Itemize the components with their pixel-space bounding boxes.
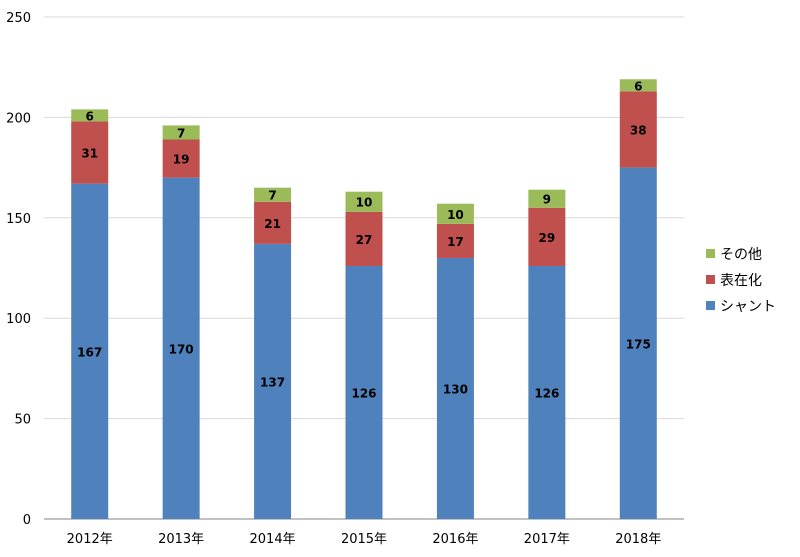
data-label-1-6: 126 [534,386,559,400]
data-label-3-1: 6 [86,109,94,123]
x-tick-label-6: 2017年 [524,532,570,547]
bar-1-5 [436,257,474,519]
bar-3-4 [345,191,383,212]
x-tick-label-2: 2013年 [158,532,204,547]
data-label-1-7: 175 [626,337,651,351]
legend-label-1: その他 [720,247,762,263]
data-label-2-5: 17 [447,235,464,249]
legend-swatch-3 [706,301,715,310]
bar-3-3 [254,187,292,202]
data-label-2-7: 38 [630,123,647,137]
data-label-1-1: 167 [77,345,102,359]
data-label-2-2: 19 [173,153,190,167]
bar-1-4 [345,265,383,519]
bar-2-7 [619,91,657,168]
y-tick-label-0: 0 [23,513,31,528]
bar-3-5 [436,203,474,224]
data-label-2-6: 29 [539,231,556,245]
y-tick-label-2: 100 [6,312,31,327]
legend-label-2: 表在化 [720,273,762,289]
bar-2-4 [345,211,383,266]
data-label-1-4: 126 [351,386,376,400]
bar-3-7 [619,79,657,92]
bar-3-6 [528,189,566,208]
data-label-3-3: 7 [268,189,276,203]
data-label-2-1: 31 [81,147,98,161]
y-tick-label-1: 50 [14,413,31,428]
bar-3-1 [71,109,109,122]
x-tick-label-3: 2014年 [250,532,296,547]
data-label-3-4: 10 [356,196,373,210]
bar-1-3 [254,243,292,520]
y-tick-label-3: 150 [6,212,31,227]
x-tick-label-7: 2018年 [615,532,661,547]
legend-label-3: シャント [720,299,776,315]
data-label-3-2: 7 [177,126,185,140]
bar-2-3 [254,201,292,244]
bar-2-5 [436,223,474,258]
data-label-3-6: 9 [543,193,551,207]
bar-3-2 [162,125,200,140]
bar-2-1 [71,121,109,184]
bar-1-7 [619,167,657,519]
bar-1-2 [162,177,200,519]
legend-swatch-2 [706,275,715,284]
data-label-1-5: 130 [443,382,468,396]
data-label-1-3: 137 [260,375,285,389]
y-tick-label-5: 250 [6,11,31,26]
data-label-2-3: 21 [264,217,281,231]
y-tick-label-4: 200 [6,111,31,126]
data-label-3-7: 6 [634,79,642,93]
bar-1-1 [71,183,109,519]
legend-swatch-1 [706,249,715,258]
x-tick-label-4: 2015年 [341,532,387,547]
data-label-2-4: 27 [356,233,373,247]
data-label-3-5: 10 [447,208,464,222]
bar-2-2 [162,139,200,178]
bar-1-6 [528,265,566,519]
bar-2-6 [528,207,566,266]
x-tick-label-5: 2016年 [432,532,478,547]
x-tick-label-1: 2012年 [67,532,113,547]
data-label-1-2: 170 [169,342,194,356]
